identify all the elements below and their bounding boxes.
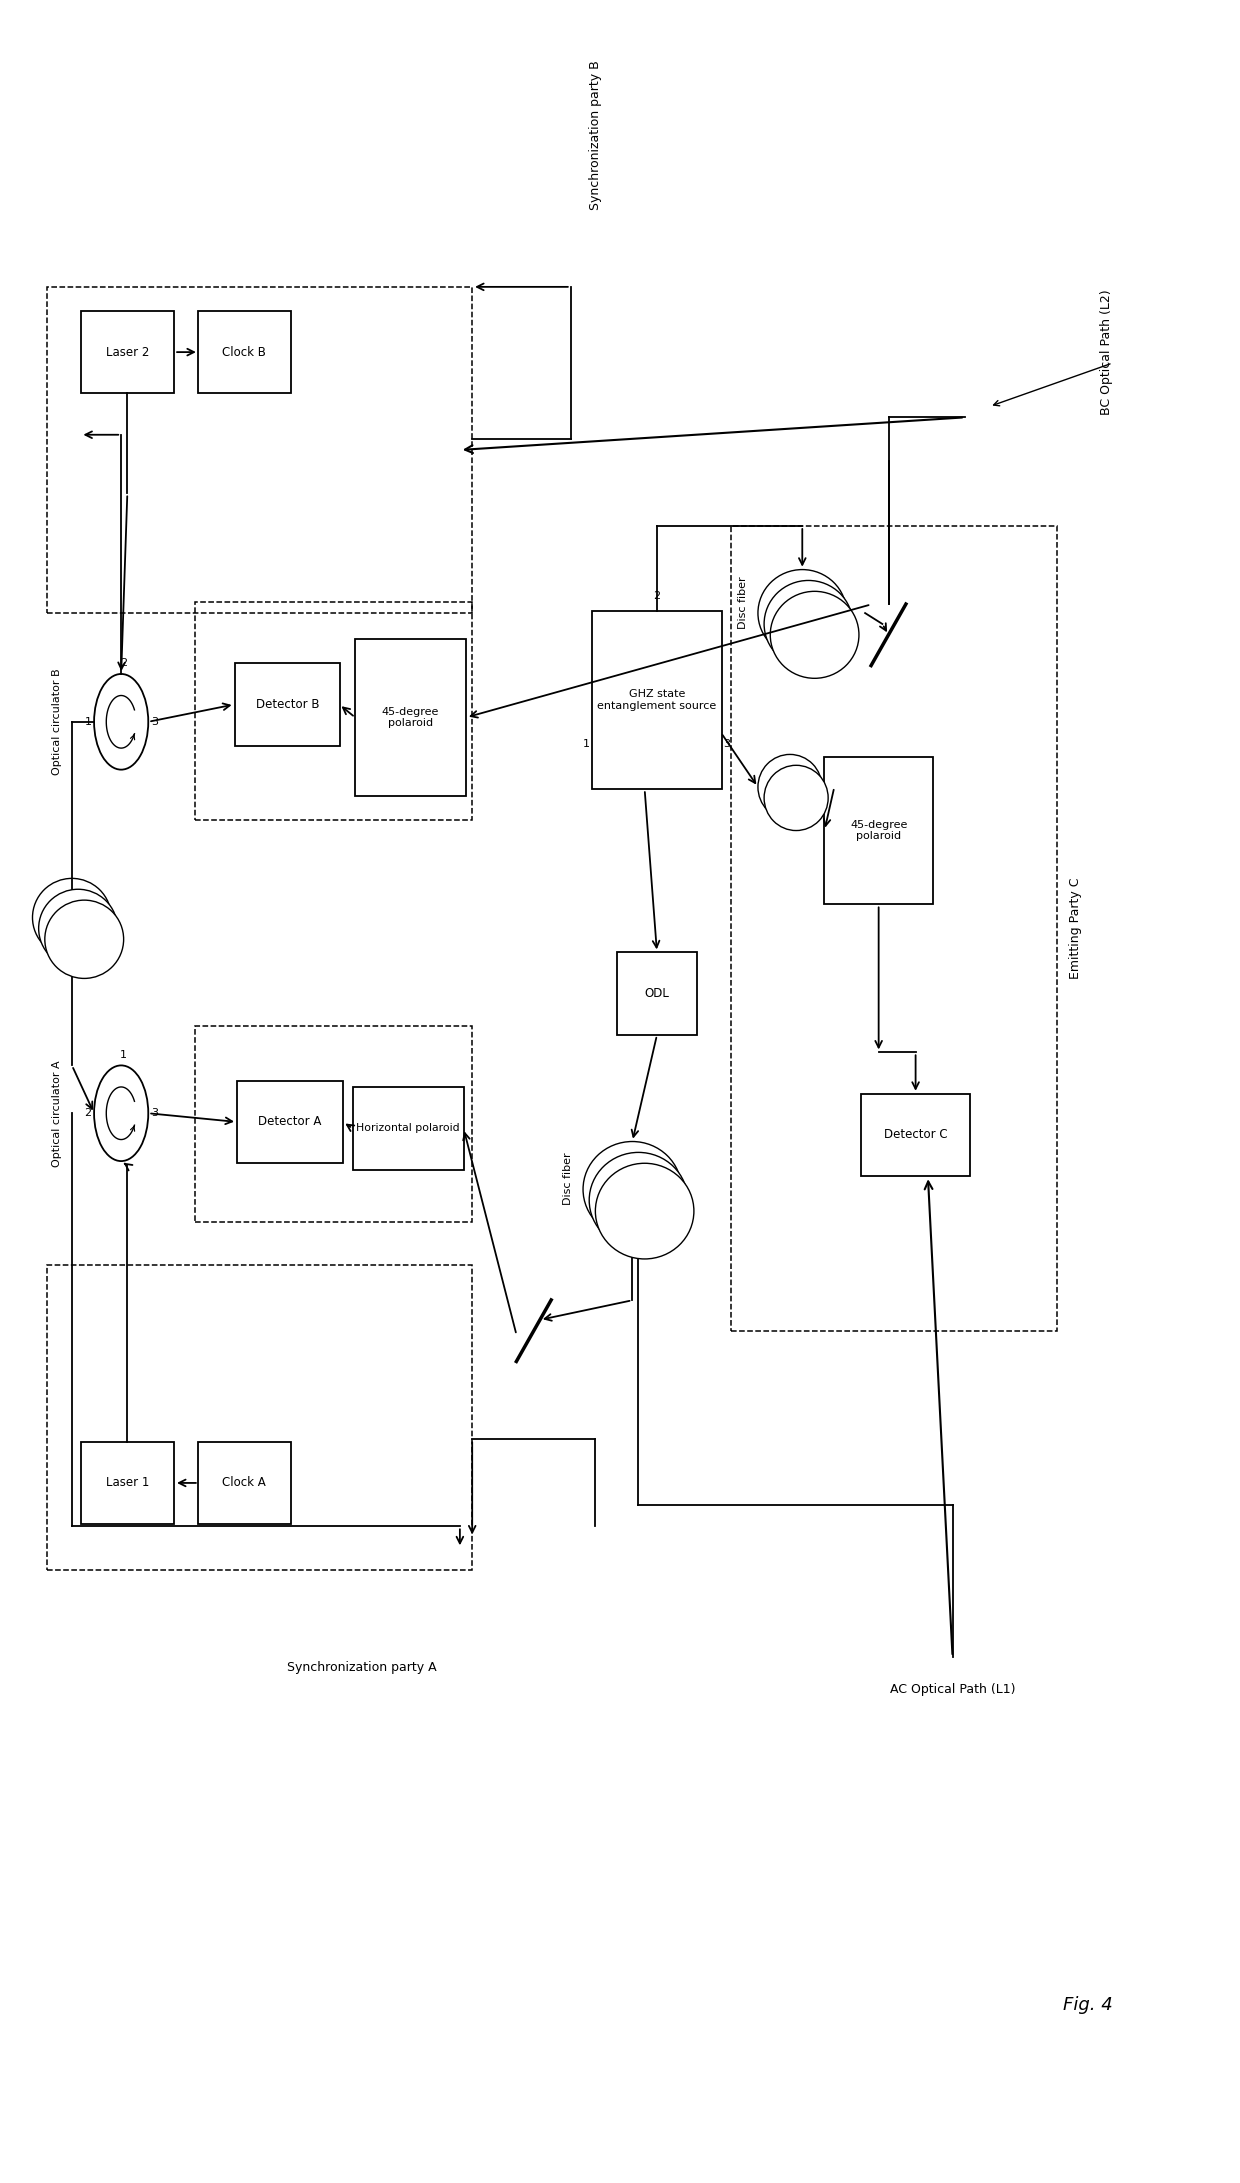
Ellipse shape [758, 755, 822, 819]
Bar [47, 1266, 472, 1570]
Bar [355, 640, 466, 797]
Ellipse shape [770, 592, 859, 679]
Text: Clock A: Clock A [222, 1476, 267, 1489]
Ellipse shape [45, 899, 124, 978]
Text: Clock B: Clock B [222, 345, 267, 358]
Text: 2: 2 [84, 1109, 92, 1118]
Text: Laser 1: Laser 1 [105, 1476, 149, 1489]
Text: Optical circulator B: Optical circulator B [52, 668, 62, 775]
Text: BC Optical Path (L2): BC Optical Path (L2) [1100, 290, 1114, 415]
Ellipse shape [32, 878, 112, 956]
Text: Synchronization party A: Synchronization party A [286, 1661, 436, 1674]
Bar [618, 952, 697, 1035]
Text: Horizontal polaroid: Horizontal polaroid [356, 1124, 460, 1133]
Bar [195, 1026, 472, 1222]
Ellipse shape [764, 766, 828, 830]
Ellipse shape [38, 888, 118, 967]
Bar [47, 286, 472, 613]
Text: 45-degree
polaroid: 45-degree polaroid [849, 821, 908, 840]
Text: Detector C: Detector C [884, 1129, 947, 1142]
Bar [352, 1087, 464, 1170]
Bar [862, 1094, 970, 1177]
Ellipse shape [764, 581, 853, 668]
Bar [81, 310, 174, 393]
Text: 45-degree
polaroid: 45-degree polaroid [382, 707, 439, 729]
Text: Emitting Party C: Emitting Party C [1069, 878, 1083, 980]
Text: Disc fiber: Disc fiber [738, 576, 748, 629]
Text: Detector A: Detector A [258, 1116, 321, 1129]
Ellipse shape [758, 570, 847, 657]
Text: 1: 1 [583, 738, 590, 749]
Bar [730, 526, 1058, 1332]
Bar [198, 1441, 290, 1524]
Ellipse shape [595, 1164, 694, 1260]
Text: Laser 2: Laser 2 [105, 345, 149, 358]
Text: 3: 3 [151, 1109, 157, 1118]
Text: AC Optical Path (L1): AC Optical Path (L1) [890, 1683, 1016, 1696]
Bar [237, 1081, 343, 1164]
Text: Synchronization party B: Synchronization party B [589, 59, 601, 210]
Text: Optical circulator A: Optical circulator A [52, 1061, 62, 1166]
Ellipse shape [589, 1153, 688, 1249]
Bar [198, 310, 290, 393]
Text: Detector B: Detector B [255, 699, 319, 712]
Text: 1: 1 [120, 1050, 128, 1059]
Bar [236, 664, 340, 747]
Bar [593, 611, 722, 790]
Text: ODL: ODL [645, 987, 670, 1000]
Text: GHZ state
entanglement source: GHZ state entanglement source [598, 690, 717, 712]
Bar [195, 603, 472, 819]
Text: 3: 3 [724, 738, 730, 749]
Bar [81, 1441, 174, 1524]
Text: Disc fiber: Disc fiber [563, 1153, 573, 1205]
Text: 1: 1 [84, 716, 92, 727]
Text: 3: 3 [151, 716, 157, 727]
Text: Fig. 4: Fig. 4 [1063, 1995, 1114, 2015]
Text: 2: 2 [120, 657, 128, 668]
Text: 2: 2 [653, 592, 661, 600]
Bar [825, 758, 932, 904]
Ellipse shape [583, 1142, 682, 1238]
